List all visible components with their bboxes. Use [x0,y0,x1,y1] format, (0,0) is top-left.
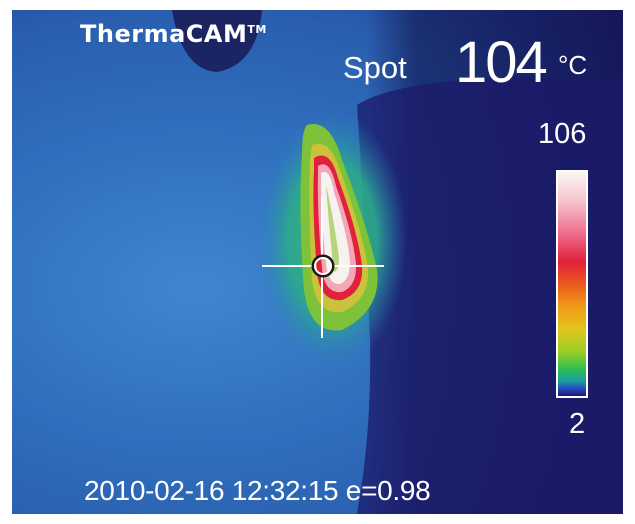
trademark-label: TM [247,23,267,36]
temperature-color-scale [556,170,588,398]
cold-region-top [172,10,262,72]
footer-info: 2010-02-16 12:32:15 e=0.98 [84,475,431,507]
spot-crosshair [262,196,384,338]
camera-brand-label: ThermaCAMTM [80,20,267,48]
emissivity-value: e=0.98 [345,475,431,506]
scale-max-value: 106 [538,118,587,150]
capture-datetime: 2010-02-16 12:32:15 [84,475,339,506]
thermal-image-frame: ThermaCAMTM Spot 104 °C 106 2 2010-02-16… [12,10,623,514]
spot-label: Spot [343,50,407,85]
scale-min-value: 2 [569,408,586,440]
spot-temperature-value: 104 [455,30,548,95]
temperature-unit: °C [558,50,588,80]
heated-streak [326,185,339,272]
